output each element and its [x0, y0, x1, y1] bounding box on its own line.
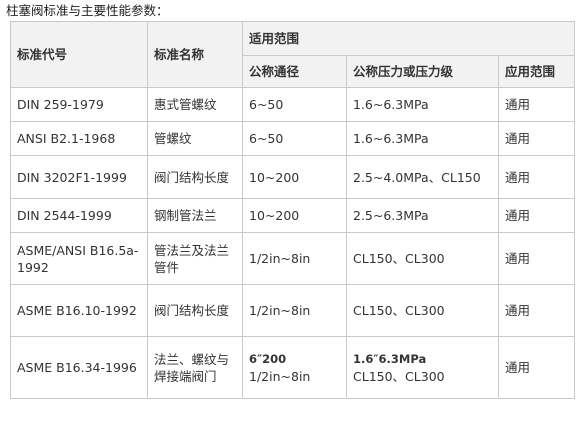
- cell-name: 阀门结构长度: [147, 155, 243, 199]
- cell-pressure: 1.6″6.3MPa CL150、CL300: [346, 336, 499, 399]
- cell-code: ASME/ANSI B16.5a-1992: [10, 232, 148, 285]
- cell-pressure: 1.6~6.3MPa: [346, 121, 499, 156]
- cell-code: DIN 2544-1999: [10, 198, 148, 233]
- pressure-line-1: 1.6″6.3MPa: [353, 351, 427, 366]
- table-row: ASME B16.34-1996 法兰、螺纹与焊接端阀门 6″200 1/2in…: [10, 336, 576, 399]
- cell-size: 6~50: [242, 87, 347, 122]
- cell-code: DIN 3202F1-1999: [10, 155, 148, 199]
- cell-application: 通用: [497, 232, 576, 285]
- size-line-2: 1/2in~8in: [249, 368, 311, 384]
- header-scope: 适用范围: [241, 21, 576, 56]
- table-row: ANSI B2.1-1968 管螺纹 6~50 1.6~6.3MPa 通用: [10, 121, 576, 156]
- cell-pressure: CL150、CL300: [346, 284, 499, 337]
- table-row: DIN 2544-1999 钢制管法兰 10~200 2.5~6.3MPa 通用: [10, 198, 576, 233]
- cell-size: 6″200 1/2in~8in: [242, 336, 347, 399]
- cell-name: 阀门结构长度: [147, 284, 243, 337]
- table-row: DIN 259-1979 惠式管螺纹 6~50 1.6~6.3MPa 通用: [10, 87, 576, 122]
- size-line-1: 6″200: [249, 351, 287, 366]
- cell-size: 10~200: [242, 198, 347, 233]
- header-application: 应用范围: [497, 55, 576, 88]
- cell-code: DIN 259-1979: [10, 87, 148, 122]
- cell-name: 管螺纹: [147, 121, 243, 156]
- header-nominal-size: 公称通径: [242, 55, 347, 88]
- cell-pressure: 2.5~6.3MPa: [346, 198, 499, 233]
- cell-application: 通用: [497, 284, 576, 337]
- table-row: ASME B16.10-1992 阀门结构长度 1/2in~8in CL150、…: [10, 284, 576, 337]
- table-row: DIN 3202F1-1999 阀门结构长度 10~200 2.5~4.0MPa…: [10, 155, 576, 199]
- cell-code: ASME B16.10-1992: [10, 284, 148, 337]
- header-code: 标准代号: [10, 21, 148, 88]
- cell-size: 6~50: [242, 121, 347, 156]
- header-name: 标准名称: [147, 21, 243, 88]
- cell-pressure: CL150、CL300: [346, 232, 499, 285]
- cell-size: 1/2in~8in: [242, 284, 347, 337]
- cell-name: 法兰、螺纹与焊接端阀门: [147, 336, 243, 399]
- standards-table: 标准代号 标准名称 适用范围 公称通径 公称压力或压力级 应用范围 DIN 25…: [10, 21, 576, 399]
- cell-size: 1/2in~8in: [242, 232, 347, 285]
- cell-application: 通用: [497, 121, 576, 156]
- cell-size: 10~200: [242, 155, 347, 199]
- cell-application: 通用: [497, 155, 576, 199]
- cell-code: ANSI B2.1-1968: [10, 121, 148, 156]
- cell-pressure: 2.5~4.0MPa、CL150: [346, 155, 499, 199]
- cell-name: 惠式管螺纹: [147, 87, 243, 122]
- header-pressure: 公称压力或压力级: [346, 55, 499, 88]
- table-row: ASME/ANSI B16.5a-1992 管法兰及法兰管件 1/2in~8in…: [10, 232, 576, 285]
- cell-application: 通用: [497, 336, 576, 399]
- table-caption: 柱塞阀标准与主要性能参数：: [6, 3, 169, 18]
- cell-code: ASME B16.34-1996: [10, 336, 148, 399]
- cell-application: 通用: [497, 198, 576, 233]
- cell-pressure: 1.6~6.3MPa: [346, 87, 499, 122]
- cell-application: 通用: [497, 87, 576, 122]
- pressure-line-2: CL150、CL300: [353, 368, 445, 384]
- cell-name: 管法兰及法兰管件: [147, 232, 243, 285]
- cell-name: 钢制管法兰: [147, 198, 243, 233]
